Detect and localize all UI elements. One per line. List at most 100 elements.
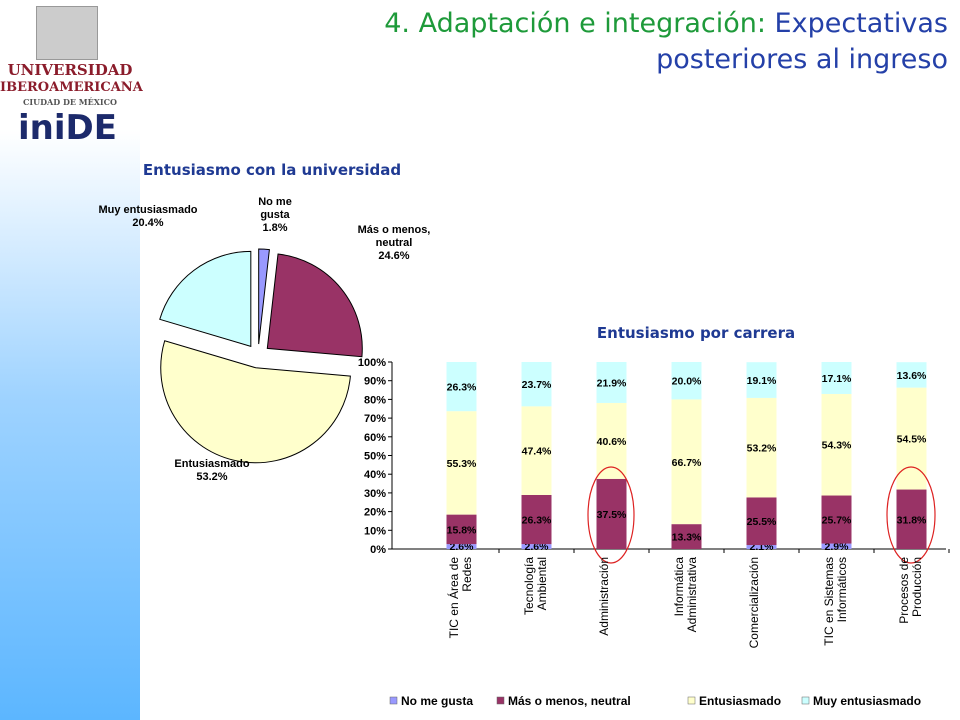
bar-segment — [821, 495, 852, 544]
y-tick-label: 90% — [364, 376, 386, 388]
bar-segment — [821, 362, 852, 394]
data-label: 37.5% — [597, 509, 627, 521]
bar-segment — [671, 399, 702, 525]
data-label: 13.3% — [672, 532, 702, 544]
slide-title: 4. Adaptación e integración: Expectativa… — [248, 6, 948, 78]
legend-label: No me gusta — [401, 694, 473, 708]
legend-swatch — [687, 696, 696, 705]
y-tick-label: 20% — [364, 507, 386, 519]
y-tick-label: 30% — [364, 488, 386, 500]
y-tick-label: 50% — [364, 451, 386, 463]
legend-swatch — [496, 696, 505, 705]
crest — [36, 6, 98, 60]
pie-label-value: 20.4% — [132, 217, 164, 229]
data-label: 66.7% — [672, 457, 702, 469]
bar-segment — [671, 362, 702, 400]
y-tick-label: 60% — [364, 432, 386, 444]
bar-segment — [746, 397, 777, 498]
x-tick-label: TIC en Sistemas Informáticos — [821, 557, 849, 646]
data-label: 47.4% — [522, 446, 552, 458]
x-tick-label: Tecnología Ambiental — [521, 557, 549, 616]
pie-slice — [159, 250, 252, 348]
data-label: 23.7% — [522, 379, 552, 391]
data-label: 54.5% — [897, 434, 927, 446]
logo-text: UNIVERSIDAD IBEROAMERICANA CIUDAD DE MÉX… — [0, 61, 143, 108]
bar-segment — [446, 514, 477, 545]
pie-label-value: 53.2% — [196, 471, 228, 483]
bar-segment — [596, 362, 627, 403]
y-tick-label: 100% — [358, 357, 386, 369]
title-lead: 4. Adaptación e integración: — [384, 8, 766, 39]
bar-segment — [746, 545, 777, 549]
legend-label: Más o menos, neutral — [508, 694, 631, 708]
y-tick-label: 40% — [364, 469, 386, 481]
bar-segment — [596, 402, 627, 479]
pie-label: Entusiasmado 53.2% — [162, 458, 262, 484]
pie-slice — [160, 340, 351, 464]
x-tick-label: Informática Administrativa — [671, 557, 699, 633]
data-label: 31.8% — [897, 514, 927, 526]
highlight-ellipse — [587, 466, 635, 564]
pie-label-value: 1.8% — [262, 222, 288, 234]
legend-swatch — [801, 696, 810, 705]
data-label: 26.3% — [522, 515, 552, 527]
bar-segment — [896, 362, 927, 388]
institute-logo: iniDE — [18, 108, 117, 148]
bar-segment — [896, 387, 927, 490]
y-tick-label: 70% — [364, 413, 386, 425]
data-label: 54.3% — [822, 440, 852, 452]
side-band — [0, 0, 140, 720]
x-tick-label: TIC en Área de Redes — [446, 557, 474, 639]
y-tick-label: 10% — [364, 525, 386, 537]
data-label: 2.9% — [825, 541, 850, 553]
legend-label: Entusiasmado — [699, 694, 781, 708]
bar-segment — [521, 406, 552, 495]
data-label: 26.3% — [447, 382, 477, 394]
legend-swatch — [389, 696, 398, 705]
y-tick-label: 80% — [364, 394, 386, 406]
bar-segment — [521, 362, 552, 407]
bar-segment — [746, 497, 777, 546]
bar-segment — [521, 494, 552, 545]
legend-label: Muy entusiasmado — [813, 694, 921, 708]
data-label: 15.8% — [447, 524, 477, 536]
chart-title: Entusiasmo con la universidad — [142, 161, 402, 179]
bar-segment — [446, 544, 477, 549]
x-tick-label: Procesos de Producción — [896, 557, 924, 624]
bar-segment — [671, 524, 702, 549]
data-label: 21.9% — [597, 377, 627, 389]
bar-segment — [521, 544, 552, 549]
data-label: 25.5% — [747, 516, 777, 528]
x-tick-label: Administración — [596, 557, 611, 636]
y-tick-label: 0% — [370, 544, 386, 556]
bar-segment — [446, 362, 477, 412]
data-label: 17.1% — [822, 373, 852, 385]
data-label: 53.2% — [747, 443, 777, 455]
pie-label-name: Entusiasmado — [174, 458, 250, 470]
pie-label-name: No me gusta — [258, 196, 292, 221]
pie-label-value: 24.6% — [378, 250, 410, 262]
pie-label-name: Más o menos, neutral — [357, 224, 431, 249]
pie-slice — [258, 248, 270, 345]
data-label: 55.3% — [447, 458, 477, 470]
data-label: 40.6% — [597, 436, 627, 448]
data-label: 25.7% — [822, 515, 852, 527]
pie-label-name: Muy entusiasmado — [98, 204, 198, 216]
bar-chart: 0%10%20%30%40%50%60%70%80%90%100%2.6%15.… — [358, 357, 950, 708]
bar-segment — [821, 543, 852, 549]
data-label: 19.1% — [747, 375, 777, 387]
highlight-ellipse — [886, 466, 936, 564]
chart-title: Entusiasmo por carrera — [596, 324, 796, 342]
bar-segment — [896, 489, 927, 549]
data-label: 13.6% — [897, 370, 927, 382]
pie-label: Más o menos, neutral 24.6% — [345, 224, 443, 263]
bar-segment — [746, 362, 777, 398]
logo-line: UNIVERSIDAD — [7, 61, 133, 79]
bar-segment — [446, 411, 477, 515]
pie-slice — [266, 253, 363, 358]
x-tick-label: Comercialización — [746, 557, 761, 649]
bar-segment — [596, 478, 627, 549]
bar-segment — [821, 393, 852, 496]
